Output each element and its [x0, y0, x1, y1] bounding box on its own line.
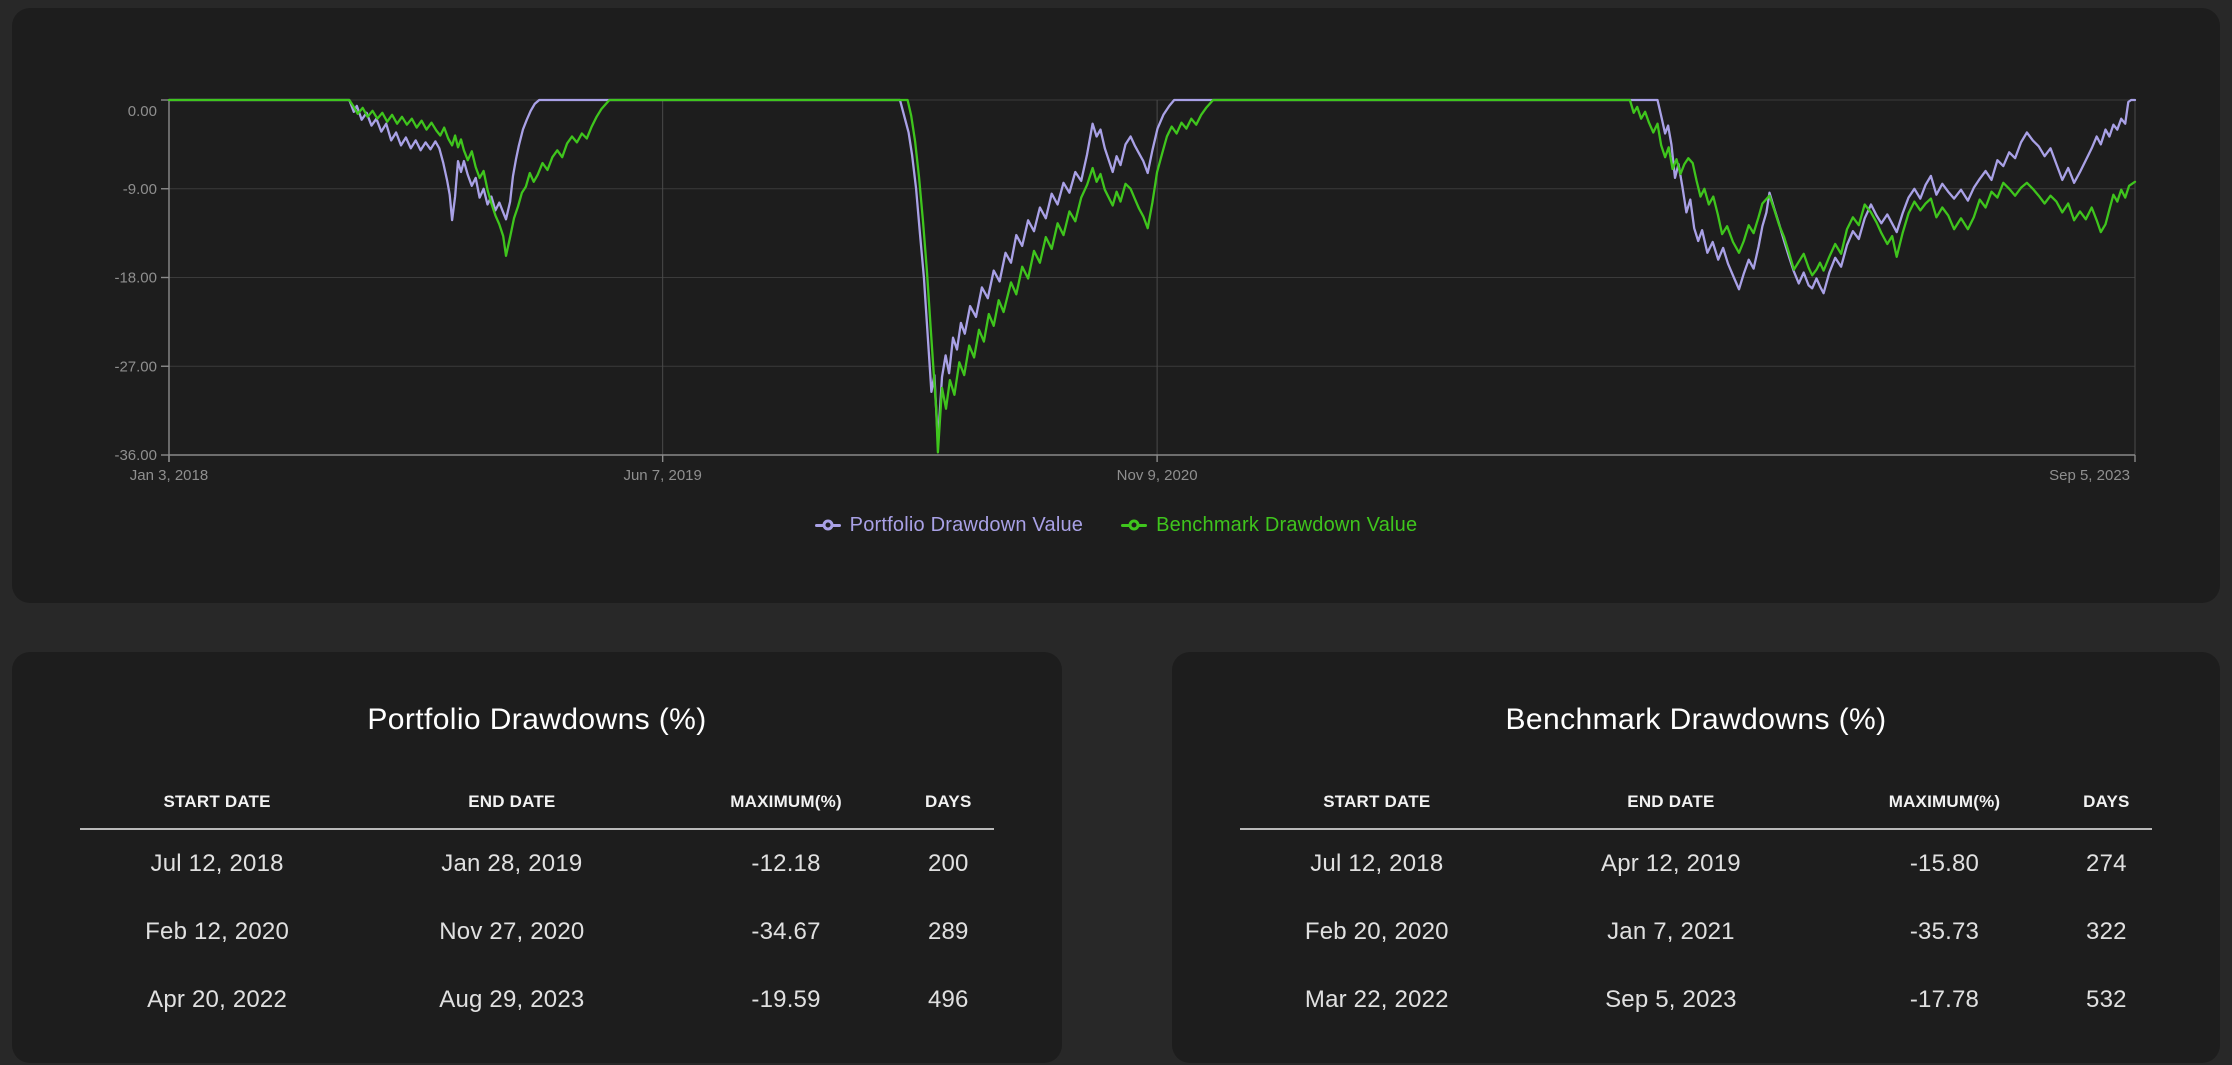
- table-cell: 322: [2086, 918, 2127, 945]
- table-cell: Jan 28, 2019: [441, 850, 583, 877]
- portfolio-table-title: Portfolio Drawdowns (%): [367, 703, 707, 736]
- y-axis-tick-label: -27.00: [114, 358, 157, 375]
- header-divider: [1240, 828, 2152, 830]
- table-cell: Nov 27, 2020: [439, 918, 585, 945]
- table-row: Mar 22, 2022 Sep 5, 2023 -17.78 532: [1240, 966, 2152, 1034]
- benchmark-line-marker-icon: [1121, 519, 1148, 531]
- x-axis-tick-label: Jun 7, 2019: [623, 467, 701, 484]
- y-axis-tick-label: -9.00: [123, 181, 157, 198]
- table-cell: 532: [2086, 986, 2127, 1013]
- y-axis-tick-label: -18.00: [114, 270, 157, 287]
- legend-label-portfolio: Portfolio Drawdown Value: [849, 513, 1084, 536]
- table-row: Feb 12, 2020 Nov 27, 2020 -34.67 289: [80, 898, 994, 966]
- legend-item-portfolio[interactable]: Portfolio Drawdown Value: [814, 513, 1084, 537]
- drawdown-chart-card: 0.00 -9.00 -18.00 -27.00 -36.00 Jan 3, 2018 Ju…: [12, 8, 2220, 603]
- drawdown-line-chart[interactable]: 0.00 -9.00 -18.00 -27.00 -36.00 Jan 3, 2018 Ju…: [12, 8, 2220, 603]
- column-header-days: DAYS: [2083, 792, 2130, 811]
- chart-legend: Portfolio Drawdown Value Benchmark Drawd…: [12, 511, 2220, 539]
- table-cell: -34.67: [751, 918, 821, 945]
- table-cell: 200: [927, 850, 969, 877]
- benchmark-table-title: Benchmark Drawdowns (%): [1505, 703, 1887, 736]
- y-axis-tick-label: 0.00: [128, 103, 157, 120]
- portfolio-table-header-row: START DATE END DATE MAXIMUM(%) DAYS: [80, 792, 994, 812]
- column-header-maximum: MAXIMUM(%): [730, 792, 842, 811]
- table-cell: Jul 12, 2018: [150, 850, 284, 877]
- table-row: Apr 20, 2022 Aug 29, 2023 -19.59 496: [80, 966, 994, 1034]
- table-cell: Aug 29, 2023: [439, 986, 585, 1013]
- header-divider: [80, 828, 994, 830]
- column-header-days: DAYS: [925, 792, 972, 811]
- table-cell: Jul 12, 2018: [1310, 850, 1444, 877]
- benchmark-drawdown-value-line[interactable]: [167, 98, 2137, 454]
- portfolio-drawdown-value-line[interactable]: [167, 98, 2137, 444]
- benchmark-drawdowns-card: Benchmark Drawdowns (%) START DATE END DA…: [1172, 652, 2220, 1063]
- table-row: Feb 20, 2020 Jan 7, 2021 -35.73 322: [1240, 898, 2152, 966]
- column-header-start-date: START DATE: [163, 792, 271, 811]
- column-header-end-date: END DATE: [1627, 792, 1715, 811]
- table-cell: -35.73: [1909, 918, 1980, 945]
- table-row: Jul 12, 2018 Jan 28, 2019 -12.18 200: [80, 830, 994, 898]
- x-axis-tick-label: Jan 3, 2018: [130, 467, 208, 484]
- benchmark-table-body: Jul 12, 2018 Apr 12, 2019 -15.80 274 Feb 20,…: [1240, 830, 2152, 1034]
- table-cell: Feb 20, 2020: [1304, 918, 1449, 945]
- table-cell: -19.59: [751, 986, 821, 1013]
- column-header-maximum: MAXIMUM(%): [1888, 792, 2001, 811]
- x-axis-tick-label: Nov 9, 2020: [1117, 467, 1198, 484]
- portfolio-line-marker-icon: [814, 519, 841, 531]
- table-cell: Mar 22, 2022: [1304, 986, 1449, 1013]
- table-cell: 274: [2086, 850, 2127, 877]
- x-axis-tick-label: Sep 5, 2023: [2049, 467, 2130, 484]
- table-cell: Feb 12, 2020: [145, 918, 290, 945]
- table-cell: -12.18: [751, 850, 821, 877]
- column-header-start-date: START DATE: [1323, 792, 1431, 811]
- benchmark-table-header-row: START DATE END DATE MAXIMUM(%) DAYS: [1240, 792, 2152, 812]
- table-cell: Apr 20, 2022: [147, 986, 288, 1013]
- table-row: Jul 12, 2018 Apr 12, 2019 -15.80 274: [1240, 830, 2152, 898]
- portfolio-drawdowns-card: Portfolio Drawdowns (%) START DATE END DA…: [12, 652, 1062, 1063]
- table-cell: 496: [927, 986, 969, 1013]
- portfolio-table-body: Jul 12, 2018 Jan 28, 2019 -12.18 200 Feb 12,…: [80, 830, 994, 1034]
- table-cell: 289: [927, 918, 969, 945]
- y-axis-tick-label: -36.00: [114, 447, 157, 464]
- legend-label-benchmark: Benchmark Drawdown Value: [1156, 513, 1418, 536]
- table-cell: -17.78: [1909, 986, 1980, 1013]
- drawdown-tables-row: Portfolio Drawdowns (%) START DATE END DA…: [12, 652, 2220, 1063]
- table-cell: Sep 5, 2023: [1605, 986, 1737, 1013]
- table-cell: Jan 7, 2021: [1607, 918, 1735, 945]
- legend-item-benchmark[interactable]: Benchmark Drawdown Value: [1121, 514, 1417, 537]
- column-header-end-date: END DATE: [468, 792, 556, 811]
- table-cell: -15.80: [1909, 850, 1980, 877]
- table-cell: Apr 12, 2019: [1600, 850, 1741, 877]
